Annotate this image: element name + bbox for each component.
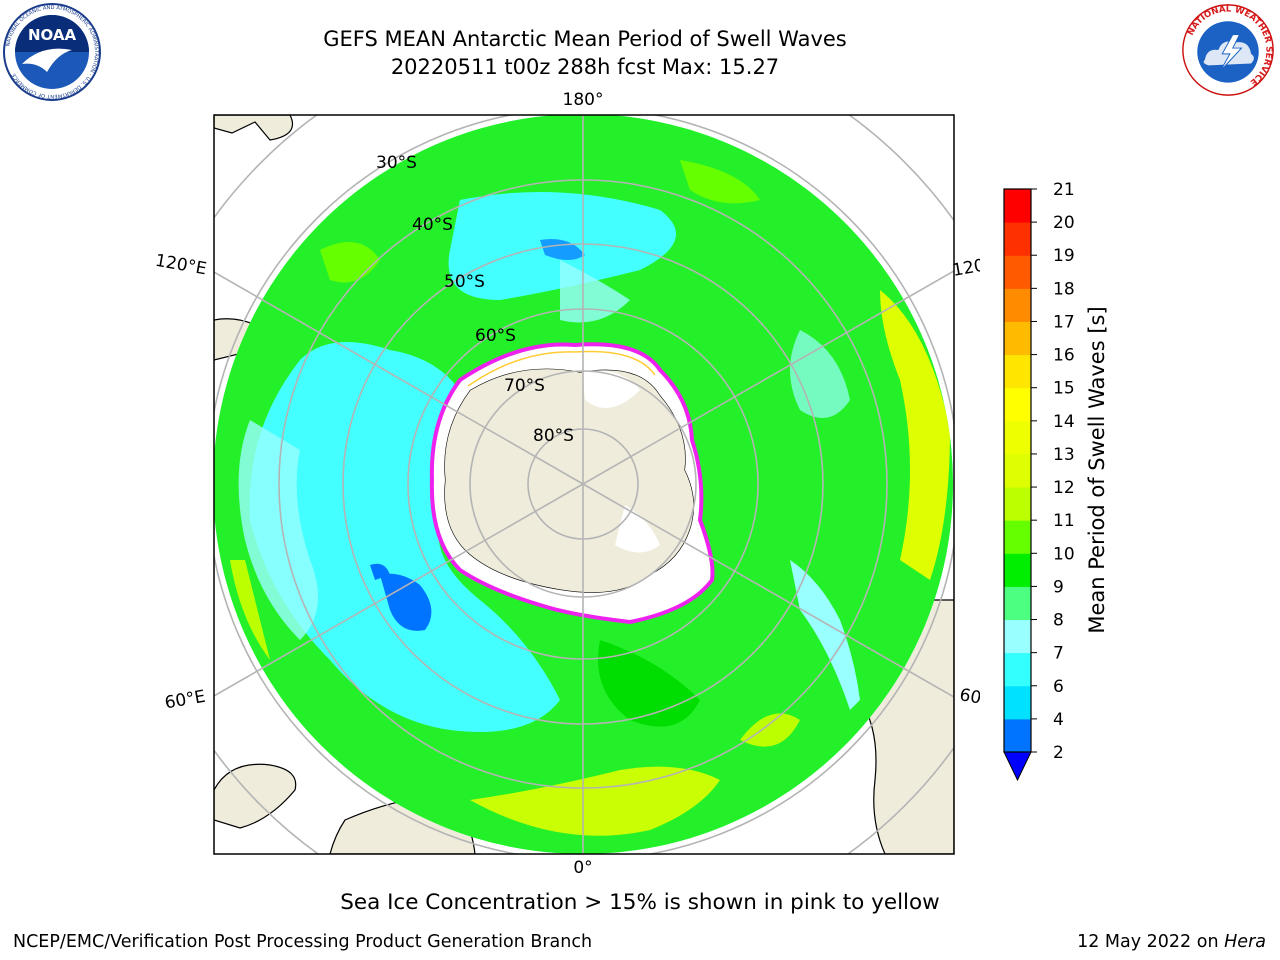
land-upper-left xyxy=(214,115,294,141)
lat-label-30s: 30°S xyxy=(376,153,417,173)
colorbar-segment xyxy=(1004,685,1031,720)
colorbar-segment xyxy=(1004,420,1031,455)
credit-line: NCEP/EMC/Verification Post Processing Pr… xyxy=(13,932,593,952)
colorbar-tick-label: 12 xyxy=(1053,478,1075,498)
lon-label-0: 0° xyxy=(573,858,592,875)
noaa-wordmark: NOAA xyxy=(28,26,77,44)
colorbar-extend-arrow xyxy=(1003,751,1032,782)
colorbar-tick-label: 10 xyxy=(1053,544,1075,564)
date-text: 12 May 2022 on xyxy=(1077,932,1219,952)
colorbar-segment xyxy=(1004,652,1031,687)
chart-subtitle: 20220511 t00z 288h fcst Max: 15.27 xyxy=(390,55,780,79)
colorbar-segment xyxy=(1004,189,1031,223)
colorbar-segment xyxy=(1004,553,1031,587)
map-frame xyxy=(213,114,955,855)
date-stamp: 12 May 2022 on Hera xyxy=(1077,932,1266,952)
colorbar-segment xyxy=(1004,288,1031,322)
colorbar-segment xyxy=(1004,222,1031,256)
nws-logo: NATIONAL WEATHER SERVICE xyxy=(1182,4,1274,96)
colorbar-tick-label: 16 xyxy=(1053,346,1075,366)
ice-edge-pink xyxy=(429,342,715,625)
lon-label-60e: 60°E xyxy=(163,687,207,714)
colorbar-tick-label: 8 xyxy=(1053,611,1064,631)
colorbar-tick-label: 17 xyxy=(1053,312,1075,332)
lon-label-120w: 120°W xyxy=(951,251,980,281)
colorbar-segment xyxy=(1004,586,1031,621)
polar-map: 30°S 40°S 50°S 60°S 70°S 80°S 180° 0° 12… xyxy=(154,90,980,875)
lon-label-180: 180° xyxy=(563,90,604,110)
lat-label-40s: 40°S xyxy=(412,215,453,235)
colorbar-tick-label: 13 xyxy=(1053,445,1075,465)
colorbar-tick-label: 6 xyxy=(1053,677,1064,697)
colorbar-segment xyxy=(1004,387,1031,422)
ice-edge-yellow xyxy=(467,350,656,387)
machine-name: Hera xyxy=(1224,932,1266,952)
colorbar-segment xyxy=(1004,718,1031,753)
colorbar-frame xyxy=(1003,188,1032,753)
colorbar-segment xyxy=(1004,520,1031,554)
colorbar-tick-label: 7 xyxy=(1053,644,1064,664)
colorbar-tick-label: 11 xyxy=(1053,511,1075,531)
lon-label-60w: 60°W xyxy=(958,685,980,713)
colorbar-segment xyxy=(1004,453,1031,488)
lat-label-80s: 80°S xyxy=(533,426,574,446)
colorbar-tick-label: 19 xyxy=(1053,246,1075,266)
colorbar-tick-label: 4 xyxy=(1053,710,1064,730)
sea-ice-note: Sea Ice Concentration > 15% is shown in … xyxy=(340,890,940,915)
lat-label-70s: 70°S xyxy=(504,376,545,396)
chart-title: GEFS MEAN Antarctic Mean Period of Swell… xyxy=(323,27,847,51)
colorbar-segment xyxy=(1004,354,1031,389)
graticule-lon xyxy=(214,115,954,854)
lat-label-60s: 60°S xyxy=(475,326,516,346)
colorbar-label: Mean Period of Swell Waves [s] xyxy=(1085,306,1109,634)
lat-label-50s: 50°S xyxy=(444,272,485,292)
lon-label-120e: 120°E xyxy=(154,251,208,280)
colorbar-tick-label: 14 xyxy=(1053,412,1075,432)
colorbar-segment xyxy=(1004,487,1031,521)
land-lower-left-1 xyxy=(214,763,297,829)
colorbar-tick-label: 15 xyxy=(1053,379,1075,399)
colorbar-tick-label: 18 xyxy=(1053,279,1075,299)
antarctica xyxy=(443,367,695,594)
colorbar-tick-label: 2 xyxy=(1053,743,1064,763)
colorbar-tick-label: 20 xyxy=(1053,213,1075,233)
colorbar: 2 4 6 7 8 9 10 11 12 13 14 15 16 17 18 19 20 21 xyxy=(1003,180,1075,782)
sea-ice xyxy=(431,344,713,622)
colorbar-segment xyxy=(1004,255,1031,289)
noaa-logo: NOAA NATIONAL OCEANIC AND ATMOSPHERIC AD… xyxy=(3,3,101,101)
colorbar-segment xyxy=(1004,321,1031,356)
colorbar-segment xyxy=(1004,619,1031,654)
colorbar-tick-label: 21 xyxy=(1053,180,1075,200)
colorbar-tick-label: 9 xyxy=(1053,577,1064,597)
